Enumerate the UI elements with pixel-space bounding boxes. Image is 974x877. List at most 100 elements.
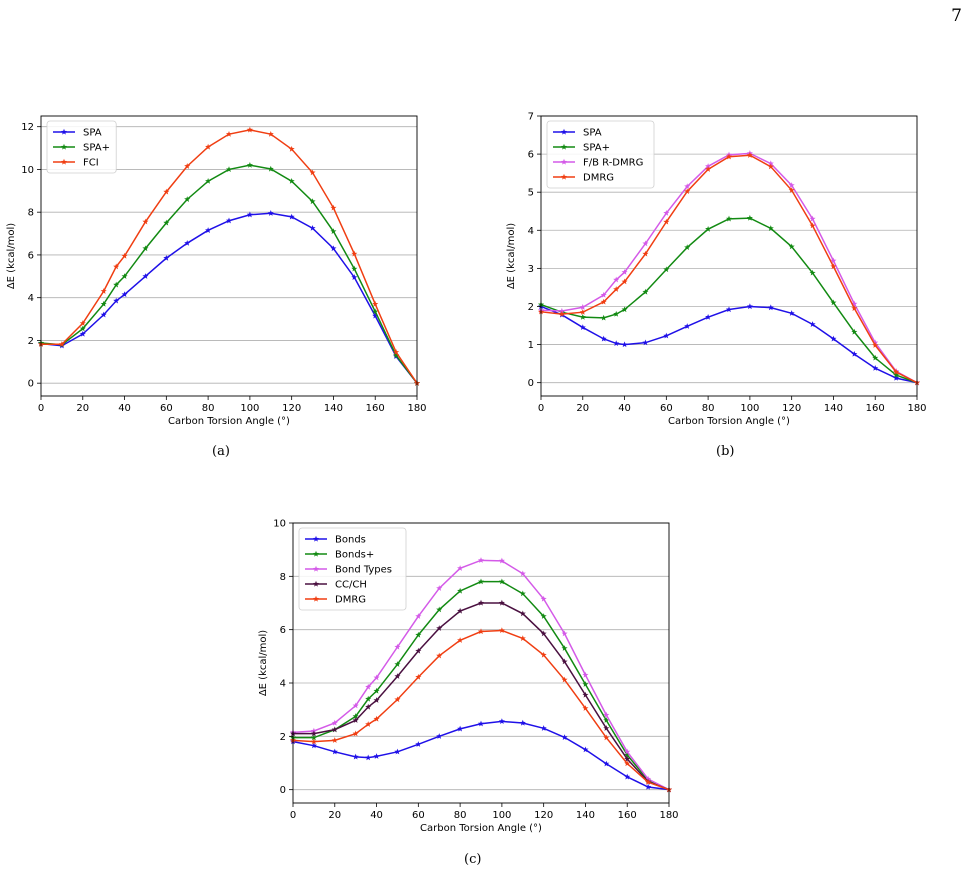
data-point: [621, 306, 628, 313]
data-point: [246, 126, 253, 133]
data-point: [624, 751, 631, 758]
y-tick-label: 4: [28, 293, 34, 304]
x-tick-label: 40: [118, 403, 131, 414]
data-point: [767, 160, 774, 167]
x-tick-label: 40: [370, 810, 383, 821]
data-point: [613, 286, 620, 292]
series-line-5: [292, 629, 670, 791]
x-axis-label: Carbon Torsion Angle (°): [168, 416, 290, 427]
x-tick-label: 120: [782, 403, 801, 414]
legend-marker: [312, 565, 320, 572]
data-point: [310, 734, 317, 741]
data-point: [498, 718, 505, 724]
data-point: [872, 354, 879, 361]
data-point: [872, 364, 879, 371]
data-point: [851, 350, 858, 357]
data-point: [788, 182, 795, 188]
data-point: [519, 570, 526, 577]
data-point: [540, 595, 547, 602]
chart-b: 0 20 40 60 80 100 120 140 160 180 0 1 2 3 4 5 6 7 Carbon T…: [506, 112, 927, 428]
data-point: [684, 183, 691, 190]
data-point: [705, 163, 712, 169]
series-line-3: [292, 559, 670, 791]
data-point: [113, 281, 120, 288]
data-point: [352, 702, 359, 709]
caption-c: (c): [464, 852, 482, 867]
data-point: [621, 341, 628, 348]
y-tick-label: 8: [280, 572, 286, 583]
data-point: [872, 342, 879, 348]
legend-marker: [312, 580, 320, 587]
data-point: [113, 297, 120, 304]
data-point: [100, 300, 107, 307]
x-axis-label: Carbon Torsion Angle (°): [420, 823, 542, 834]
caption-a: (a): [212, 444, 230, 459]
plot-frame: [292, 522, 670, 804]
data-point: [457, 565, 464, 571]
y-tick-label: 2: [28, 336, 34, 347]
series-line-1: [292, 720, 670, 791]
data-point: [579, 308, 586, 315]
data-point: [373, 674, 380, 681]
legend-marker: [312, 550, 320, 557]
data-point: [309, 225, 316, 231]
data-point: [330, 245, 337, 252]
data-point: [365, 683, 372, 690]
data-point: [288, 213, 295, 220]
data-point: [519, 719, 526, 726]
data-point: [225, 217, 233, 224]
data-point: [809, 269, 816, 276]
data-point: [642, 240, 649, 247]
series-line-3: [540, 152, 918, 384]
series-line-1: [540, 305, 918, 384]
data-point: [163, 254, 170, 261]
y-tick-label: 7: [528, 112, 534, 123]
legend-label: DMRG: [583, 173, 614, 184]
data-point: [309, 198, 316, 205]
data-point: [225, 130, 233, 137]
x-tick-label: 100: [492, 810, 511, 821]
data-point: [624, 760, 631, 767]
data-point: [788, 310, 795, 316]
legend-label: SPA+: [83, 143, 110, 154]
data-point: [498, 578, 505, 585]
data-point: [477, 557, 485, 563]
x-tick-label: 100: [240, 403, 259, 414]
series-line-2: [40, 164, 418, 384]
data-point: [415, 741, 422, 747]
data-point: [457, 607, 464, 614]
legend-marker: [312, 535, 320, 542]
data-point: [79, 330, 86, 337]
data-point: [121, 252, 128, 259]
legend-label: CC/CH: [335, 580, 367, 591]
data-point: [603, 734, 610, 741]
x-tick-label: 140: [576, 810, 595, 821]
data-point: [365, 721, 372, 727]
y-tick-label: 2: [528, 302, 534, 313]
data-point: [830, 335, 837, 342]
data-point: [642, 288, 649, 295]
data-point: [746, 152, 753, 158]
data-point: [288, 177, 295, 184]
x-tick-label: 140: [324, 403, 343, 414]
data-point: [415, 673, 422, 680]
data-point: [540, 725, 547, 731]
legend-marker: [560, 143, 568, 150]
y-axis-label: ΔE (kcal/mol): [506, 223, 517, 289]
data-point: [582, 681, 589, 687]
x-tick-label: 60: [160, 403, 173, 414]
data-point: [684, 188, 691, 195]
data-point: [600, 291, 607, 298]
data-point: [267, 210, 274, 216]
data-point: [519, 635, 526, 642]
data-point: [142, 273, 149, 279]
data-point: [725, 215, 733, 222]
data-point: [603, 760, 610, 767]
data-point: [331, 748, 338, 755]
x-tick-label: 20: [576, 403, 589, 414]
data-point: [624, 748, 631, 755]
data-point: [613, 276, 620, 283]
data-point: [767, 304, 774, 311]
data-point: [142, 245, 149, 252]
data-point: [100, 311, 107, 318]
